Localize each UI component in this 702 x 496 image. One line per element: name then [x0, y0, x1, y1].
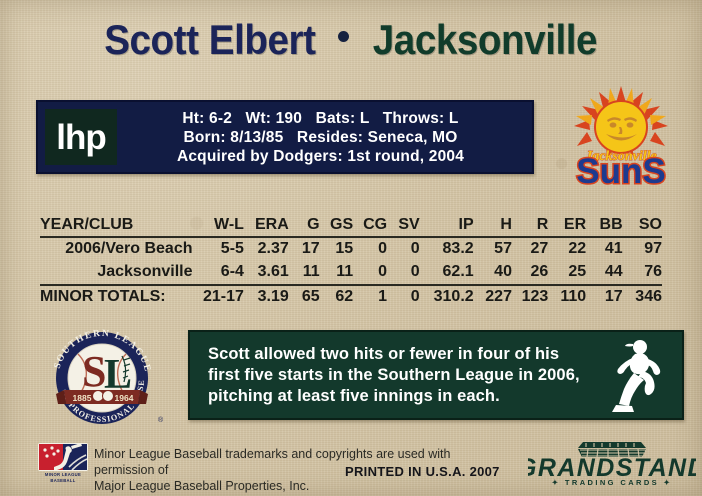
cell-er: 25: [568, 263, 587, 280]
cell-era: 3.61: [257, 263, 289, 280]
fact-callout-box: Scott allowed two hits or fewer in four …: [188, 330, 684, 420]
cell-g: 65: [288, 284, 320, 309]
cell-g: 17: [301, 240, 320, 257]
col-header-gs: GS: [319, 214, 354, 238]
milb-logo-text-line2: BASEBALL: [50, 478, 75, 483]
bio-line-acquired: Acquired by Dodgers: 1st round, 2004: [176, 147, 465, 165]
separator-dot-icon: [338, 31, 350, 42]
col-header-cg: CG: [353, 214, 388, 238]
table-row-totals: MINOR TOTALS: 21-17 3.19 65 62 1 0 310.2…: [40, 284, 662, 309]
col-header-r: R: [511, 214, 549, 238]
fact-line-1: Scott allowed two hits or fewer in four …: [208, 344, 560, 363]
cell-gs: 15: [335, 240, 354, 257]
cell-so: 76: [644, 263, 662, 280]
legal-line-1: Minor League Baseball trademarks and cop…: [94, 447, 451, 477]
cell-er: 110: [548, 284, 587, 309]
col-header-er: ER: [548, 214, 587, 238]
cell-bb: 17: [586, 284, 623, 309]
cell-g: 11: [302, 263, 320, 280]
cell-r: 26: [530, 263, 549, 280]
col-header-sv: SV: [387, 214, 420, 238]
cell-sv: 0: [387, 284, 420, 309]
fact-text: Scott allowed two hits or fewer in four …: [190, 344, 602, 407]
milb-logo-text-line1: MINOR LEAGUE: [45, 472, 81, 477]
col-header-ip: IP: [419, 214, 474, 238]
cell-wl: 5-5: [220, 240, 244, 257]
col-header-wl: W-L: [196, 214, 244, 238]
cell-wl: 21-17: [196, 284, 244, 309]
col-header-era: ERA: [243, 214, 289, 238]
fact-line-3: pitching at least five innings in each.: [208, 386, 500, 405]
table-row: Jacksonville 6-4 3.61 11 11 0 0 62.1 40 …: [40, 261, 662, 285]
legal-text: Minor League Baseball trademarks and cop…: [94, 446, 514, 494]
col-header-g: G: [288, 214, 320, 238]
cell-cg: 0: [378, 240, 388, 257]
cell-club: MINOR TOTALS:: [40, 284, 197, 309]
team-title: Jacksonville: [373, 16, 598, 63]
cell-gs: 11: [336, 263, 354, 280]
col-header-bb: BB: [586, 214, 623, 238]
col-header-year-club: YEAR/CLUB: [40, 214, 197, 238]
sl-banner-year-right: 1964: [115, 393, 134, 403]
cell-sv: 0: [410, 240, 420, 257]
fact-line-2: first five starts in the Southern League…: [208, 365, 580, 384]
page-title: Scott Elbert: [103, 16, 316, 63]
southern-league-logo: SOUTHERN LEAGUE OF PROFESSIONAL BASEBALL…: [38, 322, 174, 430]
cell-sv: 0: [410, 263, 420, 280]
sl-banner-year-left: 1885: [73, 393, 92, 403]
cell-era: 2.37: [257, 240, 289, 257]
bio-line-physical: Ht: 6-2 Wt: 190 Bats: L Throws: L: [182, 109, 459, 127]
jacksonville-suns-logo: Jacksonville SunS: [548, 84, 694, 188]
bio-info-box: lhp Ht: 6-2 Wt: 190 Bats: L Throws: L Bo…: [36, 100, 534, 174]
bio-line-born-resides: Born: 8/13/85 Resides: Seneca, MO: [183, 128, 458, 146]
cell-h: 57: [494, 240, 512, 257]
stats-table: YEAR/CLUB W-L ERA G GS CG SV IP H R ER B…: [40, 214, 662, 309]
table-row: 2006/Vero Beach 5-5 2.37 17 15 0 0 83.2 …: [40, 237, 662, 261]
cell-ip: 310.2: [419, 284, 474, 309]
running-player-icon: [602, 335, 676, 415]
cell-h: 227: [473, 284, 512, 309]
grandstand-tagline: ✦ TRADING CARDS ✦: [552, 478, 672, 487]
sl-registered-mark: ®: [158, 416, 164, 424]
cell-club: Jacksonville: [97, 263, 193, 280]
minor-league-baseball-logo: MINOR LEAGUE BASEBALL: [36, 441, 90, 485]
cell-cg: 0: [378, 263, 388, 280]
legal-line-2: Major League Baseball Properties, Inc.: [94, 479, 310, 493]
grandstand-trading-cards-logo: GRANDSTAND ✦ TRADING CARDS ✦: [528, 438, 696, 488]
cell-cg: 1: [353, 284, 388, 309]
cell-club: 2006/Vero Beach: [65, 240, 193, 257]
cell-er: 22: [568, 240, 587, 257]
col-header-so: SO: [622, 214, 662, 238]
cell-so: 346: [622, 284, 662, 309]
grandstand-wordmark: GRANDSTAND: [528, 454, 696, 482]
sl-monogram-s: S: [82, 347, 106, 396]
cell-bb: 41: [604, 240, 623, 257]
cell-era: 3.19: [243, 284, 289, 309]
col-header-h: H: [473, 214, 512, 238]
cell-so: 97: [644, 240, 662, 257]
cell-ip: 83.2: [442, 240, 474, 257]
suns-script-text: Jacksonville: [584, 149, 657, 164]
cell-ip: 62.1: [442, 263, 474, 280]
card-header: Scott Elbert Jacksonville: [0, 16, 702, 64]
position-badge: lhp: [45, 109, 117, 165]
bio-lines: Ht: 6-2 Wt: 190 Bats: L Throws: L Born: …: [117, 109, 532, 166]
cell-h: 40: [494, 263, 512, 280]
cell-gs: 62: [319, 284, 354, 309]
cell-r: 123: [511, 284, 549, 309]
printed-in-usa-text: PRINTED IN U.S.A. 2007: [345, 464, 500, 479]
cell-r: 27: [530, 240, 549, 257]
cell-wl: 6-4: [220, 263, 244, 280]
suns-wordmark: SunS: [576, 152, 665, 188]
table-header-row: YEAR/CLUB W-L ERA G GS CG SV IP H R ER B…: [40, 214, 662, 238]
cell-bb: 44: [604, 263, 623, 280]
